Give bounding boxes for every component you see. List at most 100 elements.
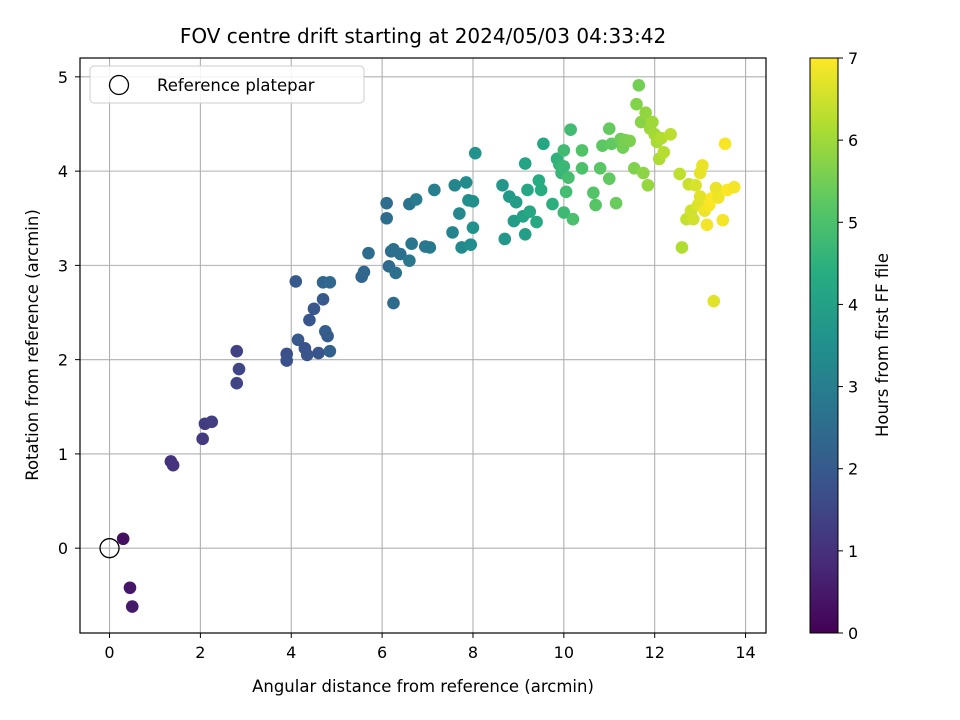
reference-platepar-marker	[99, 538, 120, 559]
data-point	[357, 265, 371, 279]
colorbar	[809, 57, 839, 634]
data-point	[575, 161, 589, 175]
y-tick-label: 4	[58, 162, 68, 181]
x-tick-label: 0	[104, 643, 114, 662]
data-point	[602, 172, 616, 185]
grid	[80, 58, 766, 633]
data-point	[689, 178, 702, 192]
data-point	[423, 241, 437, 254]
data-point	[557, 144, 571, 157]
data-point	[166, 458, 180, 472]
data-point	[575, 144, 589, 157]
data-point	[523, 205, 537, 218]
data-point	[496, 178, 509, 192]
data-point	[380, 211, 393, 225]
colorbar-tick-label: 5	[848, 213, 858, 232]
colorbar-tick-label: 4	[848, 295, 858, 314]
data-point	[518, 227, 532, 241]
data-point	[362, 246, 375, 260]
data-point	[609, 196, 623, 210]
data-point	[711, 191, 725, 204]
data-point	[307, 302, 321, 316]
data-point	[123, 581, 137, 595]
colorbar-label: Hours from first FF file	[873, 253, 892, 437]
data-point	[409, 193, 423, 206]
data-point	[557, 206, 571, 219]
data-point	[405, 237, 418, 250]
data-point	[448, 178, 462, 192]
legend-entry-reference: Reference platepar	[157, 76, 315, 95]
data-point	[323, 344, 337, 358]
data-point	[466, 194, 480, 208]
data-point	[459, 176, 473, 189]
data-point	[634, 115, 648, 129]
x-tick-label: 12	[645, 643, 665, 662]
data-point	[518, 157, 532, 170]
y-axis-label: Rotation from reference (arcmin)	[23, 209, 42, 481]
x-tick-label: 6	[377, 643, 387, 662]
data-point	[587, 186, 600, 200]
x-tick-label: 14	[735, 643, 755, 662]
data-point	[637, 166, 650, 180]
x-axis-label: Angular distance from reference (arcmin)	[252, 677, 594, 696]
data-point	[321, 329, 334, 343]
plot-frame	[79, 57, 767, 634]
data-point	[623, 134, 637, 148]
data-point	[707, 294, 721, 308]
y-tick-label: 5	[58, 68, 68, 87]
data-point	[696, 159, 709, 172]
data-point	[559, 185, 573, 199]
colorbar-tick-label: 2	[848, 460, 858, 479]
data-point	[657, 145, 671, 159]
legend: Reference platepar	[89, 65, 365, 104]
data-point	[196, 432, 209, 446]
y-axis-ticks: 0 1 2 3 4 5	[58, 68, 80, 558]
colorbar-tick-label: 3	[848, 378, 858, 397]
data-point	[673, 167, 686, 181]
scatter-points	[99, 79, 741, 613]
data-point	[534, 183, 548, 197]
data-point	[537, 137, 550, 151]
data-point	[289, 275, 303, 288]
chart-title: FOV centre drift starting at 2024/05/03 …	[180, 24, 666, 48]
legend-box	[89, 65, 365, 104]
data-point	[562, 171, 575, 185]
data-point	[566, 212, 580, 226]
data-point	[380, 196, 393, 210]
data-point	[593, 161, 607, 175]
data-point	[632, 79, 646, 92]
y-tick-label: 3	[58, 256, 68, 275]
data-point	[718, 137, 732, 151]
data-point	[521, 183, 534, 197]
data-point	[641, 178, 655, 192]
data-point	[300, 348, 314, 362]
data-point	[709, 181, 723, 195]
legend-marker-reference	[108, 74, 130, 96]
data-point	[403, 254, 416, 267]
colorbar-tick-label: 0	[848, 624, 858, 643]
data-point	[687, 212, 700, 226]
data-point	[716, 213, 730, 227]
data-point	[116, 532, 130, 546]
data-point	[428, 183, 441, 197]
data-point	[303, 313, 316, 327]
data-point	[205, 415, 219, 429]
data-point	[316, 293, 330, 306]
colorbar-tick-label: 1	[848, 542, 858, 561]
data-point	[125, 600, 139, 613]
data-point	[664, 128, 677, 141]
data-point	[453, 207, 466, 220]
data-point	[446, 226, 459, 239]
data-point	[387, 296, 400, 310]
data-point	[630, 97, 643, 111]
data-point	[464, 238, 478, 251]
data-point	[230, 376, 244, 390]
data-point	[564, 123, 577, 136]
x-tick-label: 4	[286, 643, 296, 662]
data-point	[393, 247, 407, 261]
colorbar-ticks: 0 1 2 3 4 5 6 7	[838, 49, 858, 643]
y-tick-label: 0	[58, 539, 68, 558]
data-point	[693, 190, 707, 203]
colorbar-tick-label: 6	[848, 131, 858, 150]
